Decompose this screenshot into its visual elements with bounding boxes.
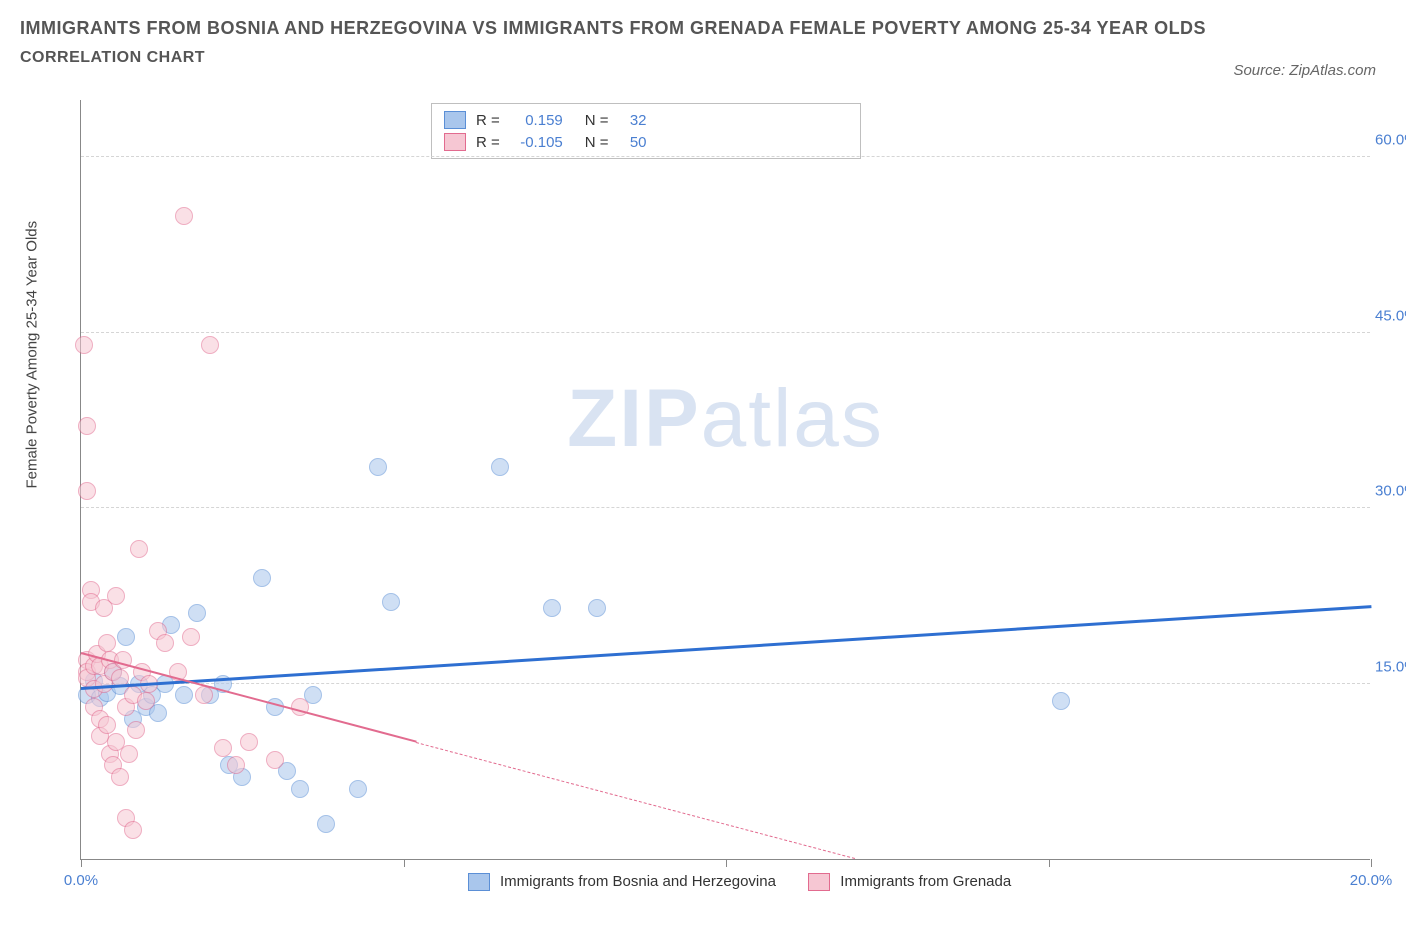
watermark: ZIPatlas: [567, 372, 884, 466]
y-gridline: [81, 507, 1370, 508]
stats-row-1: R = 0.159 N = 32: [444, 109, 848, 131]
swatch-series-1: [444, 111, 466, 129]
x-tick: [1049, 859, 1050, 867]
data-point: [491, 458, 509, 476]
x-tick: [81, 859, 82, 867]
data-point: [117, 628, 135, 646]
chart-container: Female Poverty Among 25-34 Year Olds ZIP…: [50, 100, 1386, 890]
data-point: [124, 821, 142, 839]
data-point: [182, 628, 200, 646]
trend-line: [416, 742, 855, 859]
chart-title: IMMIGRANTS FROM BOSNIA AND HERZEGOVINA V…: [20, 14, 1386, 43]
data-point: [543, 599, 561, 617]
data-point: [98, 716, 116, 734]
stat-n-label: N =: [585, 112, 609, 129]
stat-n-val-2: 50: [617, 134, 647, 151]
data-point: [1052, 692, 1070, 710]
data-point: [175, 207, 193, 225]
legend-label-1: Immigrants from Bosnia and Herzegovina: [500, 873, 776, 890]
y-tick-label: 15.0%: [1375, 658, 1406, 675]
x-tick-label: 20.0%: [1350, 872, 1393, 889]
data-point: [369, 458, 387, 476]
x-tick: [404, 859, 405, 867]
data-point: [291, 780, 309, 798]
bottom-legend: Immigrants from Bosnia and Herzegovina I…: [81, 873, 1370, 891]
y-tick-label: 60.0%: [1375, 132, 1406, 149]
data-point: [201, 336, 219, 354]
stat-n-label: N =: [585, 134, 609, 151]
data-point: [137, 692, 155, 710]
data-point: [156, 634, 174, 652]
stat-n-val-1: 32: [617, 112, 647, 129]
data-point: [240, 733, 258, 751]
data-point: [214, 739, 232, 757]
legend-swatch-2: [808, 873, 830, 891]
data-point: [188, 604, 206, 622]
source-attribution: Source: ZipAtlas.com: [1233, 62, 1376, 79]
chart-subtitle: CORRELATION CHART: [20, 49, 1386, 67]
stat-r-label: R =: [476, 112, 500, 129]
data-point: [130, 540, 148, 558]
swatch-series-2: [444, 133, 466, 151]
x-tick-label: 0.0%: [64, 872, 98, 889]
data-point: [98, 634, 116, 652]
x-tick: [1371, 859, 1372, 867]
data-point: [227, 756, 245, 774]
data-point: [78, 417, 96, 435]
stat-r-label: R =: [476, 134, 500, 151]
trend-line: [81, 605, 1371, 689]
stat-r-val-1: 0.159: [508, 112, 563, 129]
data-point: [127, 721, 145, 739]
legend-label-2: Immigrants from Grenada: [840, 873, 1011, 890]
y-gridline: [81, 332, 1370, 333]
plot-area: ZIPatlas R = 0.159 N = 32 R = -0.105 N =…: [80, 100, 1370, 860]
y-gridline: [81, 156, 1370, 157]
legend-swatch-1: [468, 873, 490, 891]
data-point: [349, 780, 367, 798]
stats-row-2: R = -0.105 N = 50: [444, 131, 848, 153]
x-tick: [726, 859, 727, 867]
y-tick-label: 30.0%: [1375, 483, 1406, 500]
data-point: [175, 686, 193, 704]
data-point: [588, 599, 606, 617]
data-point: [266, 751, 284, 769]
watermark-rest: atlas: [701, 373, 884, 464]
data-point: [120, 745, 138, 763]
data-point: [382, 593, 400, 611]
watermark-bold: ZIP: [567, 373, 701, 464]
data-point: [75, 336, 93, 354]
data-point: [253, 569, 271, 587]
data-point: [195, 686, 213, 704]
data-point: [317, 815, 335, 833]
y-tick-label: 45.0%: [1375, 307, 1406, 324]
stats-box: R = 0.159 N = 32 R = -0.105 N = 50: [431, 103, 861, 159]
data-point: [107, 587, 125, 605]
stat-r-val-2: -0.105: [508, 134, 563, 151]
data-point: [78, 482, 96, 500]
y-gridline: [81, 683, 1370, 684]
y-axis-title: Female Poverty Among 25-34 Year Olds: [24, 221, 41, 489]
data-point: [111, 768, 129, 786]
